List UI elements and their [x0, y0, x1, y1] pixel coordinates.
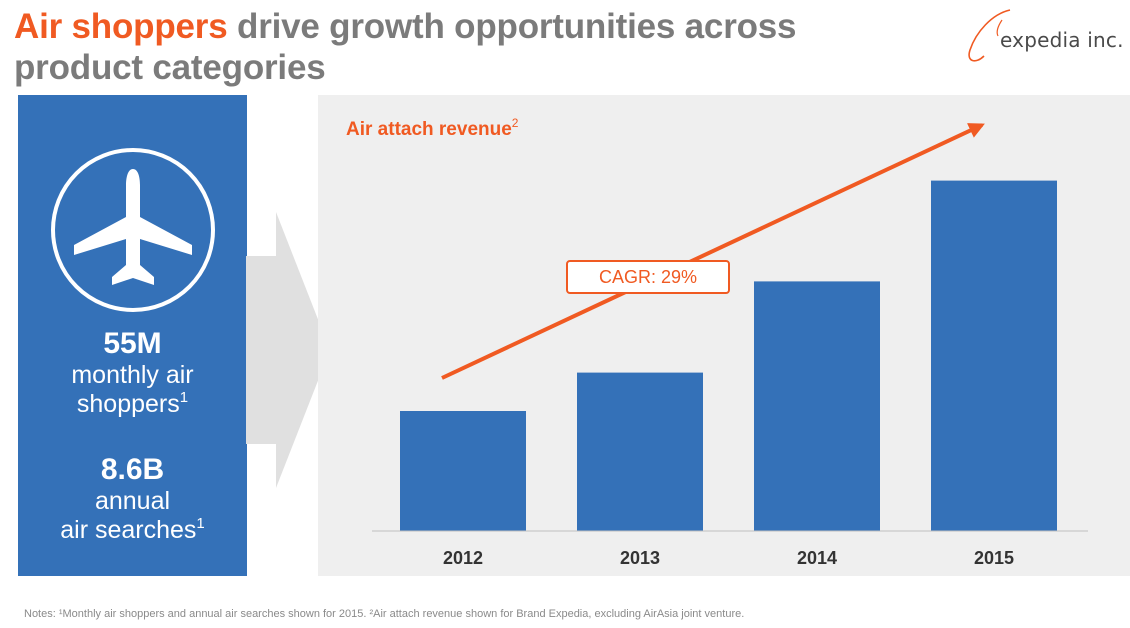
page-title-rest: drive growth opportunities across produc… — [14, 7, 797, 87]
x-tick-label-2012: 2012 — [443, 548, 483, 568]
air-attach-revenue-chart: 2012 2013 2014 2015 — [372, 123, 1088, 568]
flow-arrow-shape — [246, 212, 330, 488]
chart-title: Air attach revenue2 — [346, 116, 519, 141]
page-title: Air shoppers drive growth opportunities … — [14, 6, 914, 88]
stat-footnote: 1 — [179, 389, 189, 406]
page-title-accent: Air shoppers — [14, 7, 228, 46]
annual-searches-stat: 8.6B annual air searches1 — [18, 453, 247, 545]
bar-2015 — [931, 180, 1057, 531]
x-tick-label-2015: 2015 — [974, 548, 1014, 568]
logo-text: expedia inc. — [1000, 28, 1124, 52]
stat-label-line2: air searches — [60, 516, 197, 544]
chart-title-text: Air attach revenue — [346, 119, 512, 140]
x-tick-label-2014: 2014 — [797, 548, 837, 568]
x-tick-label-2013: 2013 — [620, 548, 660, 568]
chart-panel: 2012 2013 2014 2015 Air attach revenue2 CAG… — [318, 95, 1130, 576]
stat-footnote: 1 — [196, 515, 205, 532]
stat-value: 55M — [103, 327, 162, 360]
footnotes: Notes: ¹Monthly air shoppers and annual … — [24, 608, 745, 620]
chart-title-footnote: 2 — [511, 116, 519, 130]
cagr-callout: CAGR: 29% — [566, 260, 730, 294]
stat-label-line2: shoppers — [76, 390, 180, 418]
expedia-swirl-logo — [968, 9, 1011, 62]
bar-2012 — [400, 411, 526, 531]
stat-value: 8.6B — [100, 453, 165, 486]
bar-2013 — [577, 372, 703, 531]
airplane-icon — [51, 148, 215, 312]
air-shoppers-panel: 55M monthly air shoppers1 8.6B annual ai… — [18, 95, 247, 576]
trend-arrow — [441, 123, 985, 380]
stat-label-line1: annual — [94, 487, 171, 515]
stat-label-line1: monthly air — [71, 361, 194, 389]
monthly-shoppers-stat: 55M monthly air shoppers1 — [18, 327, 247, 419]
bar-2014 — [754, 281, 880, 531]
